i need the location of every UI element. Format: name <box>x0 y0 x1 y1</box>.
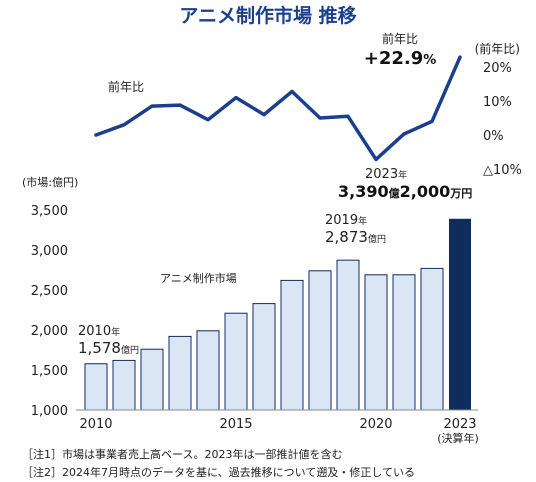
yoy-point-2017 <box>290 89 294 94</box>
growth-annotation-label: 前年比 <box>382 31 418 46</box>
bar-2011 <box>112 359 136 411</box>
footnote-1: ［注1］市場は事業者売上高ベース。2023年は一部推計値を含む <box>22 447 342 461</box>
yoy-point-2018 <box>318 116 322 120</box>
yoy-point-2012 <box>150 104 154 108</box>
annotation-2010-year: 2010年 <box>78 324 120 339</box>
yoy-point-2021 <box>402 132 406 136</box>
line-series-label: 前年比 <box>108 79 144 94</box>
bar-2019 <box>336 259 360 411</box>
x-tick-label-2010: 2010 <box>79 417 112 432</box>
bar-series-label: アニメ制作市場 <box>160 271 237 285</box>
line-y-tick-label: 0% <box>483 129 504 144</box>
bar-2020 <box>364 274 388 411</box>
bar-y-tick-label: 1,000 <box>31 404 68 419</box>
yoy-point-2020 <box>374 157 378 162</box>
yoy-line-series <box>94 55 462 162</box>
annotation-2023-year: 2023年 <box>365 167 407 182</box>
bar-2022 <box>420 267 444 411</box>
yoy-point-2015 <box>234 96 238 100</box>
bar-y-tick-label: 3,500 <box>31 204 68 219</box>
bar-2023 <box>449 218 471 410</box>
chart-title: アニメ制作市場 推移 <box>179 4 356 27</box>
footnote-2: ［注2］2024年7月時点のデータを基に、過去推移について遡及・修正している <box>22 465 415 479</box>
bar-2012 <box>140 348 164 411</box>
bar-2010 <box>84 363 108 411</box>
yoy-point-2022 <box>430 119 434 123</box>
bar-y-tick-label: 3,000 <box>31 244 68 259</box>
market-bar-layer: 1,000 1,500 2,000 2,500 3,000 3,500 2010 2015 20… <box>31 204 478 432</box>
annotation-2010-value: 1,578億円 <box>78 339 139 357</box>
yoy-point-2014 <box>206 118 210 122</box>
annotation-2023-value: 3,390億2,000万円 <box>338 182 472 201</box>
yoy-point-2013 <box>178 103 182 107</box>
yoy-line-layer: △10% 0% 10% 20% <box>94 55 522 178</box>
bar-y-tick-label: 1,500 <box>31 364 68 379</box>
bar-2013 <box>168 335 192 411</box>
x-tick-sub-label: (決算年) <box>437 431 479 445</box>
bar-y-tick-label: 2,000 <box>31 324 68 339</box>
yoy-point-2010 <box>94 133 98 137</box>
growth-annotation-value: +22.9% <box>364 48 437 69</box>
x-tick-label-2015: 2015 <box>219 417 252 432</box>
bar-2021 <box>392 274 416 411</box>
annotation-2019-value: 2,873億円 <box>325 228 386 246</box>
bar-y-tick-label: 2,500 <box>31 284 68 299</box>
x-tick-label-2023: 2023 <box>443 417 476 432</box>
bar-2014 <box>196 330 220 411</box>
bar-unit-label: (市場:億円) <box>22 175 78 189</box>
bar-2017 <box>280 279 304 411</box>
line-y-tick-label: 10% <box>483 95 512 110</box>
annotation-2019-year: 2019年 <box>325 213 367 228</box>
bar-2015 <box>224 312 248 411</box>
yoy-point-2023 <box>458 55 462 59</box>
line-y-tick-label: 20% <box>483 61 512 76</box>
yoy-point-2016 <box>262 113 266 117</box>
bar-2016 <box>252 303 276 411</box>
line-y-tick-label: △10% <box>483 163 522 178</box>
x-tick-label-2020: 2020 <box>359 417 392 432</box>
line-axis-label: (前年比) <box>475 41 520 56</box>
yoy-point-2019 <box>346 114 350 118</box>
yoy-point-2011 <box>122 123 126 127</box>
bar-2018 <box>308 270 332 411</box>
